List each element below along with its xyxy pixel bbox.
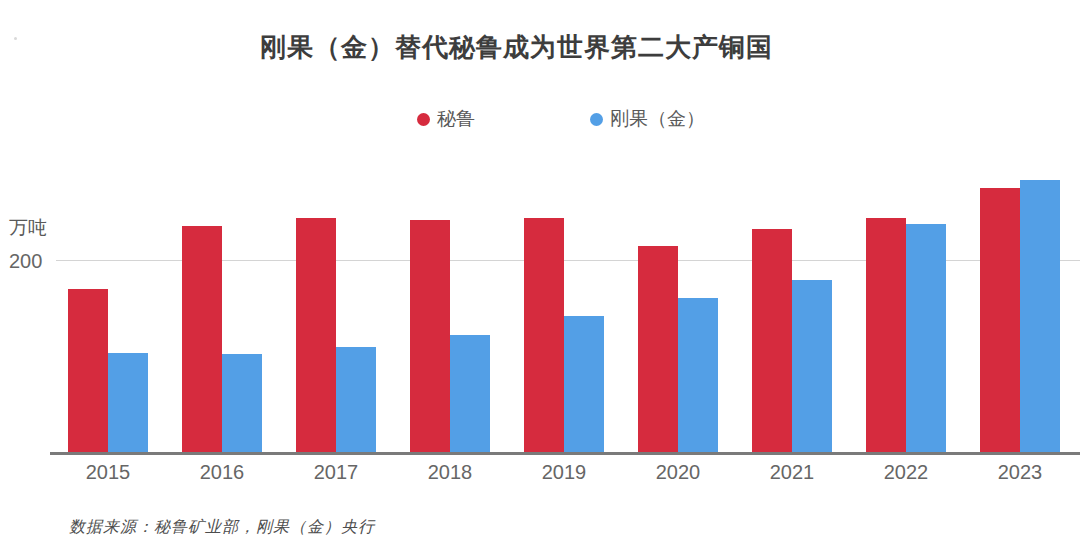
x-axis-line <box>50 452 1080 455</box>
bar-peru-2019 <box>524 218 564 452</box>
x-axis-label-2017: 2017 <box>279 461 393 484</box>
bar-congo-2017 <box>336 347 376 452</box>
bar-peru-2022 <box>866 218 906 452</box>
x-axis-label-2022: 2022 <box>849 461 963 484</box>
x-axis-label-2023: 2023 <box>963 461 1077 484</box>
chart-page: 刚果（金）替代秘鲁成为世界第二大产铜国 秘鲁 刚果（金） 万吨 200 2015… <box>0 0 1080 553</box>
bar-congo-2019 <box>564 316 604 452</box>
bar-congo-2018 <box>450 335 490 452</box>
bar-congo-2015 <box>108 353 148 452</box>
bar-peru-2015 <box>68 289 108 452</box>
x-axis-labels: 201520162017201820192020202120222023 <box>0 461 1080 485</box>
source-note: 数据来源：秘鲁矿业部，刚果（金）央行 <box>69 517 375 538</box>
bar-congo-2022 <box>906 224 946 452</box>
bar-congo-2023 <box>1020 180 1060 452</box>
bar-peru-2016 <box>182 226 222 452</box>
bar-peru-2023 <box>980 188 1020 452</box>
x-axis-label-2016: 2016 <box>165 461 279 484</box>
x-axis-label-2018: 2018 <box>393 461 507 484</box>
x-axis-label-2015: 2015 <box>51 461 165 484</box>
bar-peru-2018 <box>410 220 450 452</box>
bar-peru-2017 <box>296 218 336 452</box>
bar-congo-2020 <box>678 298 718 452</box>
x-axis-label-2019: 2019 <box>507 461 621 484</box>
bar-congo-2016 <box>222 354 262 452</box>
x-axis-label-2021: 2021 <box>735 461 849 484</box>
bar-peru-2020 <box>638 246 678 452</box>
bar-congo-2021 <box>792 280 832 452</box>
bar-peru-2021 <box>752 229 792 452</box>
x-axis-label-2020: 2020 <box>621 461 735 484</box>
